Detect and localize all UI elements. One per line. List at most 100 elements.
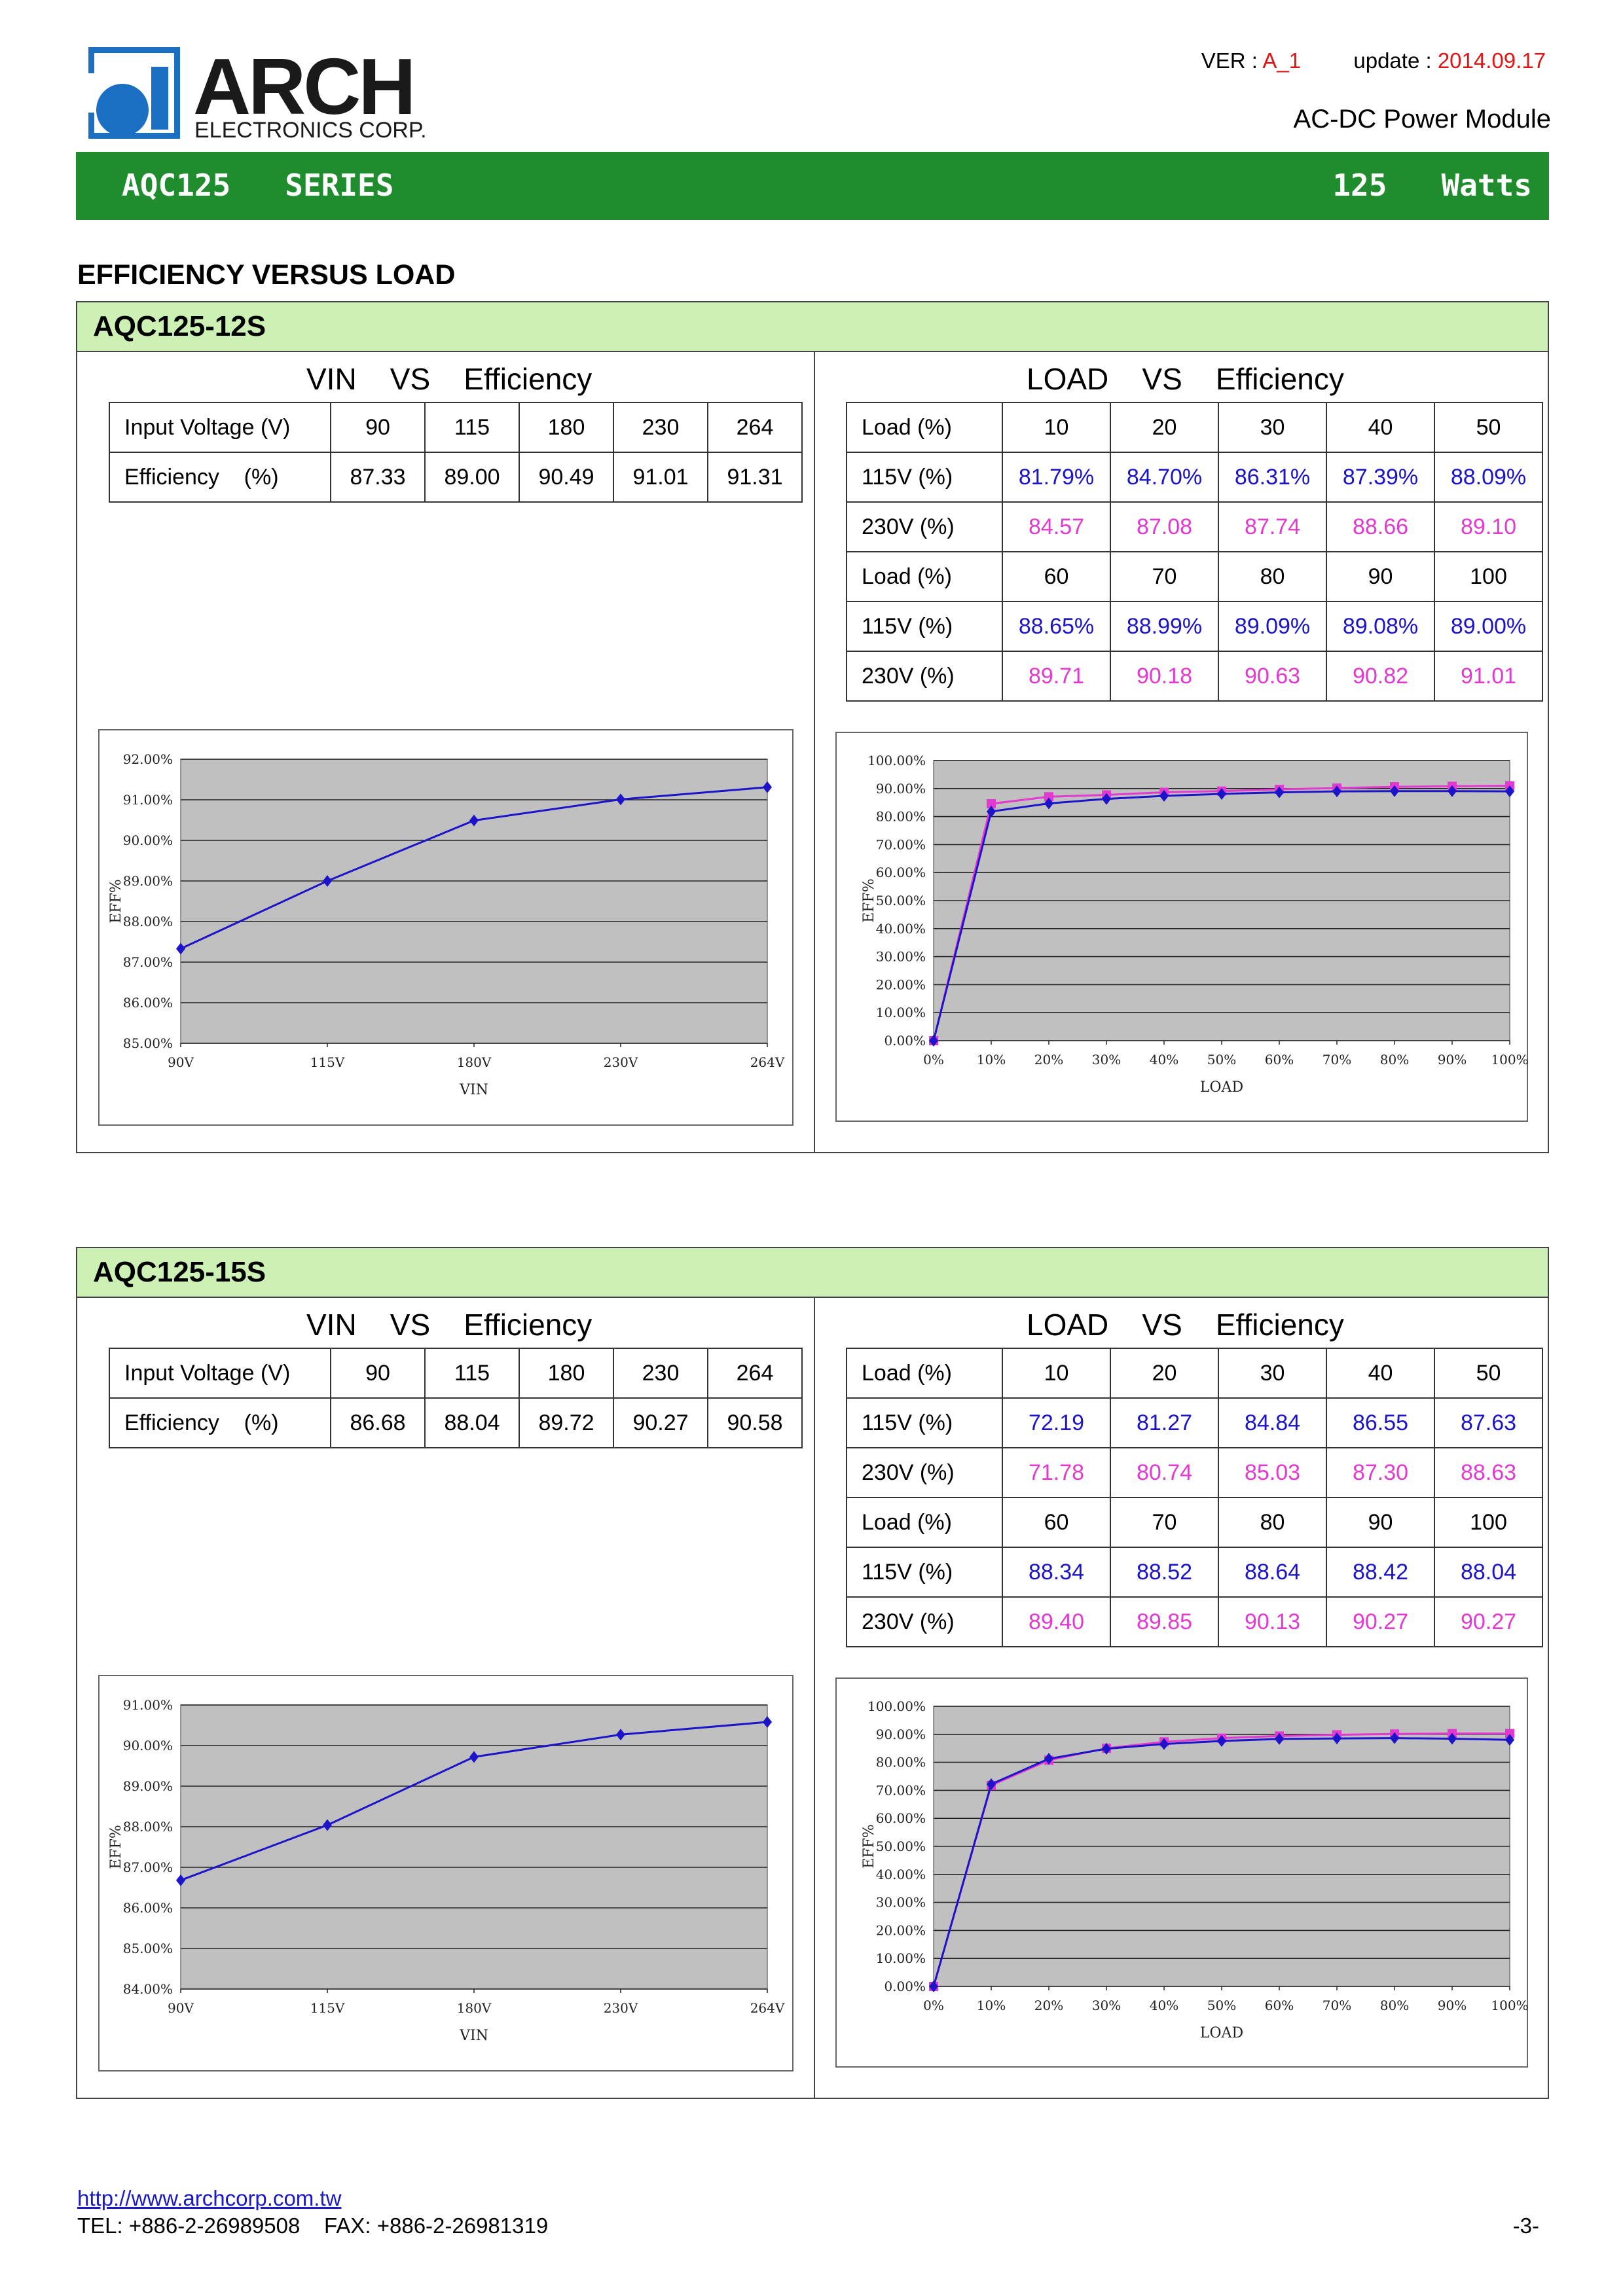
table-row: Load (%) 60 70 80 90 100: [846, 551, 1543, 602]
efficiency-cell: 91.31: [707, 452, 803, 503]
load-cell: 80: [1218, 551, 1327, 602]
website-link[interactable]: http://www.archcorp.com.tw: [77, 2186, 342, 2210]
y-tick-label: 20.00%: [876, 977, 926, 992]
y-tick-label: 80.00%: [876, 1755, 926, 1770]
x-tick-label: 80%: [1380, 1998, 1409, 2013]
data-point: [1332, 1732, 1341, 1745]
vin-caption: VIN VS Efficiency: [306, 362, 593, 396]
table-row: 230V (%) 84.57 87.08 87.74 88.66 89.10: [846, 501, 1543, 552]
load-efficiency-chart: 0.00% 10.00% 20.00% 30.00% 40.00% 50.00% 60.00…: [835, 1677, 1529, 2068]
table-row: Load (%) 60 70 80 90 100: [846, 1497, 1543, 1548]
x-tick-label: 20%: [1034, 1052, 1063, 1067]
y-axis-label: EFF%: [861, 1824, 877, 1869]
row-label: 230V (%): [846, 1447, 1003, 1498]
y-axis-label: EFF%: [861, 878, 877, 923]
efficiency-cell: 87.33: [330, 452, 426, 503]
row-label: 230V (%): [846, 651, 1003, 702]
efficiency-cell: 89.10: [1434, 501, 1543, 552]
y-tick-label: 90.00%: [123, 1738, 173, 1753]
panel-divider: [814, 352, 815, 1152]
y-tick-label: 84.00%: [123, 1981, 173, 1997]
x-tick-label: 90%: [1438, 1052, 1467, 1067]
data-point: [469, 814, 479, 827]
efficiency-cell: 84.70%: [1110, 452, 1219, 503]
efficiency-cell: 90.27: [1326, 1596, 1435, 1647]
efficiency-cell: 86.31%: [1218, 452, 1327, 503]
y-tick-label: 40.00%: [876, 1867, 926, 1882]
efficiency-cell: 88.34: [1002, 1547, 1111, 1598]
panel-divider: [814, 1298, 815, 2098]
y-axis-label: EFF%: [108, 1825, 124, 1869]
data-point: [763, 1716, 772, 1729]
x-tick-label: 80%: [1380, 1052, 1409, 1067]
efficiency-cell: 89.71: [1002, 651, 1111, 702]
efficiency-cell: 89.08%: [1326, 601, 1435, 652]
x-tick-label: 60%: [1265, 1052, 1294, 1067]
y-tick-label: 70.00%: [876, 836, 926, 852]
load-cell: 90: [1326, 551, 1435, 602]
x-tick-label: 100%: [1491, 1052, 1528, 1067]
x-tick-label: 0%: [923, 1052, 944, 1067]
data-point: [987, 1778, 996, 1791]
y-tick-label: 10.00%: [876, 1950, 926, 1966]
y-tick-label: 80.00%: [876, 809, 926, 825]
y-tick-label: 10.00%: [876, 1005, 926, 1020]
data-point: [1217, 787, 1226, 800]
data-point: [176, 1874, 185, 1886]
voltage-cell: 90: [330, 402, 426, 453]
table-row: Efficiency (%) 87.33 89.00 90.49 91.01 91.31: [109, 452, 803, 503]
load-cell: 10: [1002, 402, 1111, 453]
row-label: Load (%): [846, 1497, 1003, 1548]
table-row: Load (%) 10 20 30 40 50: [846, 1348, 1543, 1399]
table-row: 115V (%) 88.65% 88.99% 89.09% 89.08% 89.00%: [846, 601, 1543, 652]
efficiency-cell: 87.30: [1326, 1447, 1435, 1498]
vin-efficiency-chart: 84.00% 85.00% 86.00% 87.00% 88.00% 89.00% 90.0…: [98, 1675, 793, 2072]
update-label: update :: [1353, 48, 1438, 73]
data-point: [1044, 797, 1053, 810]
row-label: Load (%): [846, 402, 1003, 453]
data-point: [1505, 1734, 1514, 1746]
y-tick-label: 87.00%: [123, 954, 173, 970]
efficiency-cell: 88.63: [1434, 1447, 1543, 1498]
model-panel: AQC125-12S VIN VS Efficiency LOAD VS Effic…: [76, 301, 1549, 1153]
efficiency-cell: 72.19: [1002, 1397, 1111, 1448]
x-tick-label: 90%: [1438, 1998, 1467, 2013]
arch-logo-icon: [88, 47, 180, 139]
x-tick-label: 0%: [923, 1998, 944, 2013]
x-axis-label: VIN: [459, 1082, 488, 1098]
efficiency-cell: 89.00%: [1434, 601, 1543, 652]
y-tick-label: 91.00%: [123, 792, 173, 808]
efficiency-cell: 88.52: [1110, 1547, 1219, 1598]
y-tick-label: 70.00%: [876, 1782, 926, 1798]
efficiency-cell: 88.04: [1434, 1547, 1543, 1598]
efficiency-cell: 88.65%: [1002, 601, 1111, 652]
y-tick-label: 89.00%: [123, 873, 173, 889]
row-label: 115V (%): [846, 601, 1003, 652]
y-tick-label: 90.00%: [123, 833, 173, 848]
update-value: 2014.09.17: [1437, 48, 1546, 73]
load-cell: 40: [1326, 402, 1435, 453]
x-tick-label: 10%: [977, 1998, 1006, 2013]
y-tick-label: 50.00%: [876, 893, 926, 908]
data-point: [469, 1751, 479, 1763]
x-axis-label: LOAD: [1200, 1079, 1243, 1096]
efficiency-cell: 86.55: [1326, 1397, 1435, 1448]
x-tick-label: 264V: [750, 2000, 785, 2016]
series-banner: AQC125 SERIES 125 Watts: [76, 152, 1549, 220]
data-point: [1505, 785, 1514, 798]
data-point: [1448, 785, 1457, 797]
x-tick-label: 70%: [1322, 1998, 1351, 2013]
x-axis-label: VIN: [459, 2028, 488, 2044]
efficiency-cell: 88.42: [1326, 1547, 1435, 1598]
x-tick-label: 180V: [457, 1054, 492, 1070]
load-cell: 30: [1218, 1348, 1327, 1399]
logo-wordmark: ARCH: [193, 42, 416, 131]
voltage-cell: 230: [613, 402, 708, 453]
load-cell: 40: [1326, 1348, 1435, 1399]
load-cell: 70: [1110, 551, 1219, 602]
y-tick-label: 85.00%: [123, 1941, 173, 1956]
efficiency-cell: 88.64: [1218, 1547, 1327, 1598]
efficiency-cell: 90.63: [1218, 651, 1327, 702]
x-tick-label: 50%: [1207, 1998, 1236, 2013]
efficiency-cell: 91.01: [1434, 651, 1543, 702]
